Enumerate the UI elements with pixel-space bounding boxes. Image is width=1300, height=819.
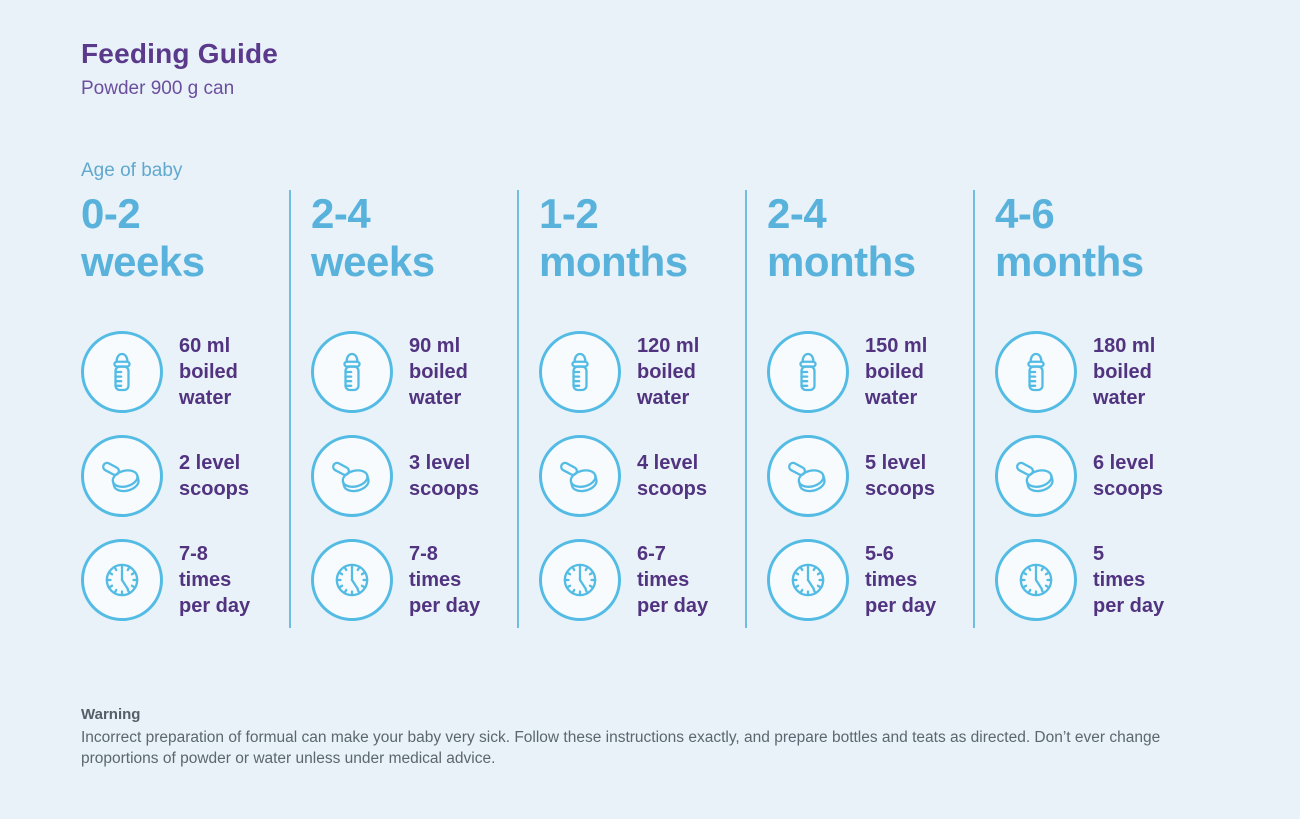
page-subtitle: Powder 900 g can: [81, 78, 235, 99]
frequency-label: 7-8 times per day: [409, 543, 481, 617]
water-amount-label: 90 ml boiled water: [409, 335, 468, 409]
frequency-label: 6-7 times per day: [637, 543, 709, 617]
baby-bottle-icon: [995, 331, 1077, 413]
column-2-4-months: 2-4 months 150 ml boiled water 5 level s…: [745, 190, 973, 628]
column-4-6-months: 4-6 months 180 ml boiled water 6 level s…: [973, 190, 1201, 628]
baby-bottle-icon: [767, 331, 849, 413]
age-range-heading: 2-4 months: [767, 190, 916, 285]
scoops-row: 6 level scoops: [995, 435, 1201, 517]
clock-icon: [311, 539, 393, 621]
water-row: 60 ml boiled water: [81, 331, 289, 413]
scoops-label: 6 level scoops: [1093, 452, 1164, 500]
column-0-2-weeks: 0-2 weeks 60 ml boiled water 2 level sco…: [81, 190, 289, 628]
scoops-label: 2 level scoops: [179, 452, 250, 500]
clock-icon: [767, 539, 849, 621]
scoops-label: 5 level scoops: [865, 452, 936, 500]
water-row: 120 ml boiled water: [539, 331, 745, 413]
water-row: 150 ml boiled water: [767, 331, 973, 413]
clock-icon: [995, 539, 1077, 621]
scoop-icon: [767, 435, 849, 517]
scoops-row: 5 level scoops: [767, 435, 973, 517]
frequency-row: 7-8 times per day: [311, 539, 517, 621]
age-range-heading: 4-6 months: [995, 190, 1144, 285]
scoop-icon: [995, 435, 1077, 517]
feeding-columns: 0-2 weeks 60 ml boiled water 2 level sco…: [81, 190, 1244, 628]
scoops-label: 4 level scoops: [637, 452, 708, 500]
frequency-row: 6-7 times per day: [539, 539, 745, 621]
age-range-heading: 2-4 weeks: [311, 190, 435, 285]
frequency-row: 7-8 times per day: [81, 539, 289, 621]
age-range-heading: 0-2 weeks: [81, 190, 205, 285]
warning-section: Warning Incorrect preparation of formual…: [81, 706, 1181, 769]
warning-title: Warning: [81, 706, 141, 723]
age-of-baby-label: Age of baby: [81, 160, 183, 181]
frequency-row: 5-6 times per day: [767, 539, 973, 621]
clock-icon: [81, 539, 163, 621]
baby-bottle-icon: [539, 331, 621, 413]
baby-bottle-icon: [311, 331, 393, 413]
scoop-icon: [311, 435, 393, 517]
scoops-label: 3 level scoops: [409, 452, 480, 500]
water-row: 180 ml boiled water: [995, 331, 1201, 413]
frequency-label: 5-6 times per day: [865, 543, 937, 617]
frequency-label: 7-8 times per day: [179, 543, 251, 617]
page-title: Feeding Guide: [81, 38, 279, 69]
scoops-row: 3 level scoops: [311, 435, 517, 517]
water-amount-label: 120 ml boiled water: [637, 335, 700, 409]
frequency-row: 5 times per day: [995, 539, 1201, 621]
water-amount-label: 180 ml boiled water: [1093, 335, 1156, 409]
column-2-4-weeks: 2-4 weeks 90 ml boiled water 3 level sco…: [289, 190, 517, 628]
water-amount-label: 150 ml boiled water: [865, 335, 928, 409]
scoops-row: 4 level scoops: [539, 435, 745, 517]
water-amount-label: 60 ml boiled water: [179, 335, 238, 409]
column-1-2-months: 1-2 months 120 ml boiled water 4 level s…: [517, 190, 745, 628]
water-row: 90 ml boiled water: [311, 331, 517, 413]
scoop-icon: [539, 435, 621, 517]
baby-bottle-icon: [81, 331, 163, 413]
scoops-row: 2 level scoops: [81, 435, 289, 517]
scoop-icon: [81, 435, 163, 517]
clock-icon: [539, 539, 621, 621]
frequency-label: 5 times per day: [1093, 543, 1165, 617]
warning-body: Incorrect preparation of formual can mak…: [81, 729, 1161, 767]
age-range-heading: 1-2 months: [539, 190, 688, 285]
